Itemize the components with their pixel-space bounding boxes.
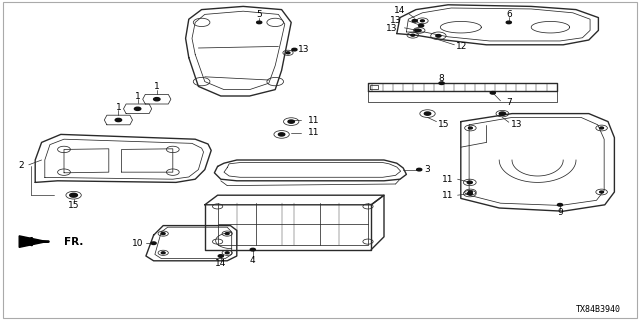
Text: 1: 1 <box>116 103 121 112</box>
Circle shape <box>439 82 444 84</box>
Text: 9: 9 <box>557 208 563 217</box>
Circle shape <box>467 181 472 184</box>
Text: 12: 12 <box>456 42 468 51</box>
Circle shape <box>218 255 223 257</box>
Circle shape <box>70 193 77 197</box>
Text: 6: 6 <box>506 10 511 19</box>
Text: 2: 2 <box>19 161 24 170</box>
Circle shape <box>417 29 421 31</box>
Circle shape <box>468 191 472 193</box>
Text: 4: 4 <box>250 256 255 265</box>
Circle shape <box>420 20 424 22</box>
Text: 11: 11 <box>442 175 454 184</box>
Text: 14: 14 <box>215 260 227 268</box>
Text: 5: 5 <box>257 10 262 19</box>
Text: 13: 13 <box>386 24 397 33</box>
Circle shape <box>415 29 420 32</box>
Circle shape <box>154 98 160 101</box>
Circle shape <box>600 127 604 129</box>
Circle shape <box>161 252 165 254</box>
Circle shape <box>411 34 415 36</box>
Text: FR.: FR. <box>64 236 83 247</box>
Text: 1: 1 <box>154 82 159 91</box>
Text: 14: 14 <box>394 6 406 15</box>
Circle shape <box>436 35 441 37</box>
Text: TX84B3940: TX84B3940 <box>576 305 621 314</box>
Circle shape <box>115 118 122 122</box>
Text: 1: 1 <box>135 92 140 100</box>
Circle shape <box>257 21 262 24</box>
Circle shape <box>557 204 563 206</box>
Polygon shape <box>19 236 47 247</box>
Circle shape <box>225 233 229 235</box>
Circle shape <box>151 242 156 244</box>
Circle shape <box>412 20 417 22</box>
Text: 11: 11 <box>308 128 319 137</box>
Circle shape <box>417 168 422 171</box>
Circle shape <box>288 120 294 123</box>
Text: 15: 15 <box>68 201 79 210</box>
Circle shape <box>490 92 495 94</box>
Circle shape <box>250 248 255 251</box>
Circle shape <box>134 107 141 110</box>
Text: 11: 11 <box>308 116 319 124</box>
Text: 3: 3 <box>425 165 430 174</box>
Text: 7: 7 <box>506 98 511 107</box>
Circle shape <box>468 127 472 129</box>
Circle shape <box>424 112 431 115</box>
Text: 10: 10 <box>132 239 143 248</box>
Circle shape <box>225 252 229 254</box>
Text: 13: 13 <box>390 16 401 25</box>
Circle shape <box>286 52 290 54</box>
Text: 11: 11 <box>442 191 454 200</box>
Circle shape <box>600 191 604 193</box>
Circle shape <box>419 24 424 27</box>
Text: 13: 13 <box>511 120 523 129</box>
Circle shape <box>506 21 511 24</box>
Circle shape <box>292 48 297 51</box>
Circle shape <box>499 112 506 115</box>
Circle shape <box>161 233 165 235</box>
Text: 8: 8 <box>439 74 444 83</box>
Text: 13: 13 <box>298 45 310 54</box>
Text: 15: 15 <box>438 120 449 129</box>
Circle shape <box>278 133 285 136</box>
Circle shape <box>467 192 472 195</box>
